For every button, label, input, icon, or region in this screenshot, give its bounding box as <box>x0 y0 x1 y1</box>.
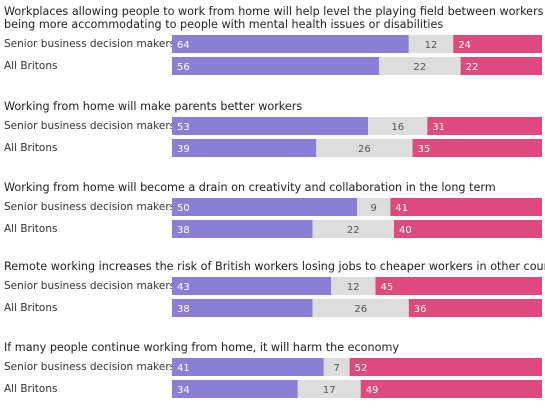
bar-segment <box>172 380 298 398</box>
data-label: 56 <box>177 62 190 73</box>
data-label: 45 <box>381 282 394 293</box>
data-label: 38 <box>177 304 190 315</box>
bar-segment <box>297 380 361 398</box>
bar-segment <box>172 299 313 317</box>
data-label: 31 <box>432 122 445 133</box>
data-label: 40 <box>399 225 412 236</box>
question-title: Working from home will make parents bett… <box>4 100 302 113</box>
question-title: Remote working increases the risk of Bri… <box>4 260 545 273</box>
row-label: All Britons <box>4 60 57 72</box>
bar-segment <box>408 299 542 317</box>
bar-segment <box>357 198 391 216</box>
data-label: 26 <box>358 144 371 155</box>
bar-segment <box>408 35 454 53</box>
row-label: All Britons <box>4 302 57 314</box>
bar-segment <box>172 139 317 157</box>
data-label: 22 <box>466 62 479 73</box>
bar-segment <box>390 198 542 216</box>
data-label: 24 <box>458 40 471 51</box>
bar-segment <box>368 117 428 135</box>
bar-segment <box>427 117 542 135</box>
row-label: All Britons <box>4 142 57 154</box>
question-group: If many people continue working from hom… <box>4 341 542 398</box>
bar-segment <box>331 277 376 295</box>
data-label: 52 <box>355 363 368 374</box>
data-label: 43 <box>177 282 190 293</box>
data-label: 39 <box>177 144 190 155</box>
row-label: All Britons <box>4 383 57 395</box>
bar-segment <box>453 35 542 53</box>
bar-segment <box>312 220 394 238</box>
bar-segment <box>375 277 542 295</box>
bar-segment <box>172 117 369 135</box>
data-label: 26 <box>354 304 367 315</box>
question-group: Working from home will make parents bett… <box>4 100 542 157</box>
data-label: 17 <box>323 385 336 396</box>
data-label: 64 <box>177 40 190 51</box>
bar-segment <box>460 57 542 75</box>
bar-segment <box>412 139 542 157</box>
bar-segment <box>172 358 324 376</box>
data-label: 9 <box>370 203 376 214</box>
row-label: All Britons <box>4 223 57 235</box>
data-label: 35 <box>418 144 431 155</box>
row-label: Senior business decision makers <box>4 280 175 292</box>
question-group: Working from home will become a drain on… <box>4 181 542 238</box>
bar-segment <box>394 220 542 238</box>
bar-segment <box>172 220 313 238</box>
bar-segment <box>172 35 409 53</box>
bar-segment <box>323 358 350 376</box>
bar-segment <box>316 139 413 157</box>
data-label: 53 <box>177 122 190 133</box>
question-title: Working from home will become a drain on… <box>4 181 496 194</box>
data-label: 34 <box>177 385 190 396</box>
data-label: 12 <box>425 40 438 51</box>
data-label: 22 <box>414 62 427 73</box>
bar-segment <box>360 380 542 398</box>
question-title: being more accommodating to people with … <box>4 18 443 31</box>
bar-segment <box>172 277 332 295</box>
question-group: Workplaces allowing people to work from … <box>4 5 545 75</box>
data-label: 49 <box>366 385 379 396</box>
data-label: 38 <box>177 225 190 236</box>
bar-segment <box>379 57 461 75</box>
data-label: 41 <box>177 363 190 374</box>
data-label: 50 <box>177 203 190 214</box>
question-title: Workplaces allowing people to work from … <box>4 5 545 18</box>
bar-segment <box>312 299 409 317</box>
bar-segment <box>349 358 542 376</box>
data-label: 41 <box>395 203 408 214</box>
bar-segment <box>172 57 380 75</box>
data-label: 36 <box>414 304 427 315</box>
question-group: Remote working increases the risk of Bri… <box>4 260 545 317</box>
row-label: Senior business decision makers <box>4 120 175 132</box>
data-label: 22 <box>347 225 360 236</box>
data-label: 16 <box>391 122 404 133</box>
row-label: Senior business decision makers <box>4 201 175 213</box>
data-label: 7 <box>333 363 339 374</box>
question-title: If many people continue working from hom… <box>4 341 399 354</box>
row-label: Senior business decision makers <box>4 38 175 50</box>
bar-segment <box>172 198 357 216</box>
data-label: 12 <box>347 282 360 293</box>
row-label: Senior business decision makers <box>4 361 175 373</box>
